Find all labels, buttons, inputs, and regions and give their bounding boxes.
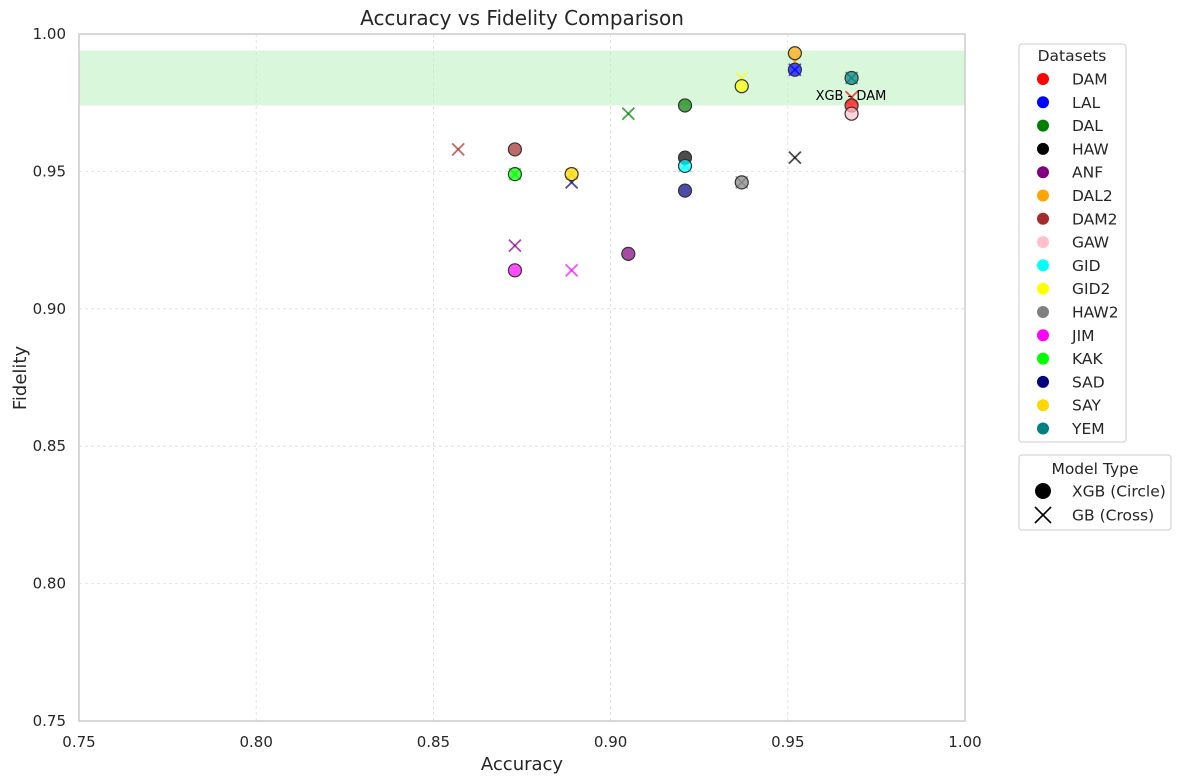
xgb-marker-dal — [677, 98, 693, 113]
legend-label-model-cross: GB (Cross) — [1072, 507, 1154, 525]
y-tick-label: 1.00 — [33, 25, 66, 43]
legend-marker-sad — [1037, 375, 1049, 388]
legend-label-dam: DAM — [1072, 71, 1108, 89]
data-markers — [451, 46, 859, 278]
x-tick-label: 0.85 — [417, 733, 450, 751]
xgb-marker-lal — [787, 62, 802, 77]
x-tick-label: 1.00 — [948, 733, 981, 751]
legend-label-gid: GID — [1072, 257, 1101, 275]
xgb-marker-haw2 — [734, 175, 749, 190]
x-tick-label: 0.80 — [239, 733, 272, 751]
legend-label-dal: DAL — [1072, 117, 1103, 135]
legend-label-yem: YEM — [1071, 420, 1105, 438]
plot-frame — [78, 33, 966, 722]
xgb-marker-sad — [677, 183, 693, 198]
legend-label-sad: SAD — [1072, 373, 1105, 391]
annotation-xgb-dam: XGB - DAM — [816, 89, 887, 104]
xgb-marker-gid — [677, 158, 693, 174]
legend-marker-dal — [1037, 119, 1049, 132]
legend-label-anf: ANF — [1072, 164, 1103, 182]
y-axis-label: Fidelity — [10, 346, 31, 411]
x-axis-label: Accuracy — [481, 754, 564, 775]
legend-marker-jim — [1037, 329, 1049, 342]
legend-marker-anf — [1037, 166, 1049, 179]
axis-ticks: 0.75 0.80 0.85 0.90 0.95 1.00 0.75 0.80 0.85 0.90… — [33, 25, 982, 751]
xgb-marker-yem — [844, 70, 859, 86]
legend-label-dam2: DAM2 — [1072, 210, 1118, 228]
legend-label-model-circle: XGB (Circle) — [1072, 483, 1166, 501]
legend-marker-dam — [1037, 73, 1049, 85]
y-tick-label: 0.85 — [33, 437, 66, 455]
legend-marker-lal — [1037, 96, 1049, 109]
model-type-legend: Model Type XGB (Circle) GB (Cross) — [1018, 454, 1172, 531]
y-tick-label: 0.95 — [33, 162, 66, 180]
gb-marker-anf — [508, 238, 522, 253]
x-tick-label: 0.75 — [62, 733, 95, 751]
x-tick-label: 0.95 — [771, 733, 804, 751]
legend-label-lal: LAL — [1072, 94, 1101, 112]
legend-label-gid2: GID2 — [1072, 280, 1110, 298]
legend-label-dal2: DAL2 — [1072, 187, 1113, 205]
legend-marker-dam2 — [1037, 212, 1049, 225]
legend-marker-kak — [1037, 352, 1049, 365]
legend-marker-haw2 — [1037, 306, 1049, 318]
legend-marker-gid2 — [1037, 282, 1049, 295]
legend-marker-haw — [1037, 142, 1049, 155]
legend-marker-gid — [1037, 259, 1049, 272]
legend-label-haw: HAW — [1072, 140, 1109, 158]
legend-label-gaw: GAW — [1072, 234, 1109, 252]
gb-marker-haw — [788, 151, 802, 165]
xgb-marker-gaw — [844, 106, 859, 121]
gb-marker-dam2 — [451, 142, 465, 157]
datasets-legend-box — [1018, 43, 1127, 443]
legend-marker-gaw — [1037, 236, 1049, 249]
gb-marker-jim — [564, 263, 579, 277]
xgb-marker-dam2 — [507, 142, 523, 157]
gb-marker-dal — [621, 107, 635, 121]
legend-marker-say — [1037, 399, 1049, 412]
x-tick-label: 0.90 — [594, 733, 627, 751]
legend-label-jim: JIM — [1071, 327, 1095, 345]
legend-label-haw2: HAW2 — [1072, 304, 1119, 322]
xgb-marker-dal2 — [787, 46, 802, 61]
model-type-legend-box — [1018, 454, 1172, 531]
grid-lines — [78, 33, 966, 722]
highlight-band — [79, 50, 965, 106]
xgb-marker-anf — [621, 246, 636, 261]
legend-marker-yem — [1037, 422, 1049, 435]
xgb-marker-kak — [507, 167, 523, 182]
legend-cross-marker — [1034, 506, 1052, 524]
xgb-marker-gid2 — [734, 79, 749, 94]
xgb-marker-say — [564, 167, 579, 182]
y-tick-label: 0.75 — [33, 712, 66, 730]
y-tick-label: 0.90 — [33, 300, 66, 318]
legend-label-kak: KAK — [1072, 350, 1103, 368]
chart-title: Accuracy vs Fidelity Comparison — [360, 6, 684, 30]
legend-label-say: SAY — [1072, 397, 1102, 415]
y-tick-label: 0.80 — [33, 575, 66, 593]
legend-marker-dal2 — [1037, 189, 1049, 202]
datasets-legend: Datasets DAM LAL DAL HAW ANF DAL2 DAM2 GAW GID GI… — [1018, 43, 1127, 443]
xgb-marker-jim — [507, 263, 523, 278]
legend-circle-marker — [1035, 483, 1051, 499]
datasets-legend-title: Datasets — [1038, 47, 1107, 65]
model-type-legend-title: Model Type — [1051, 460, 1138, 478]
